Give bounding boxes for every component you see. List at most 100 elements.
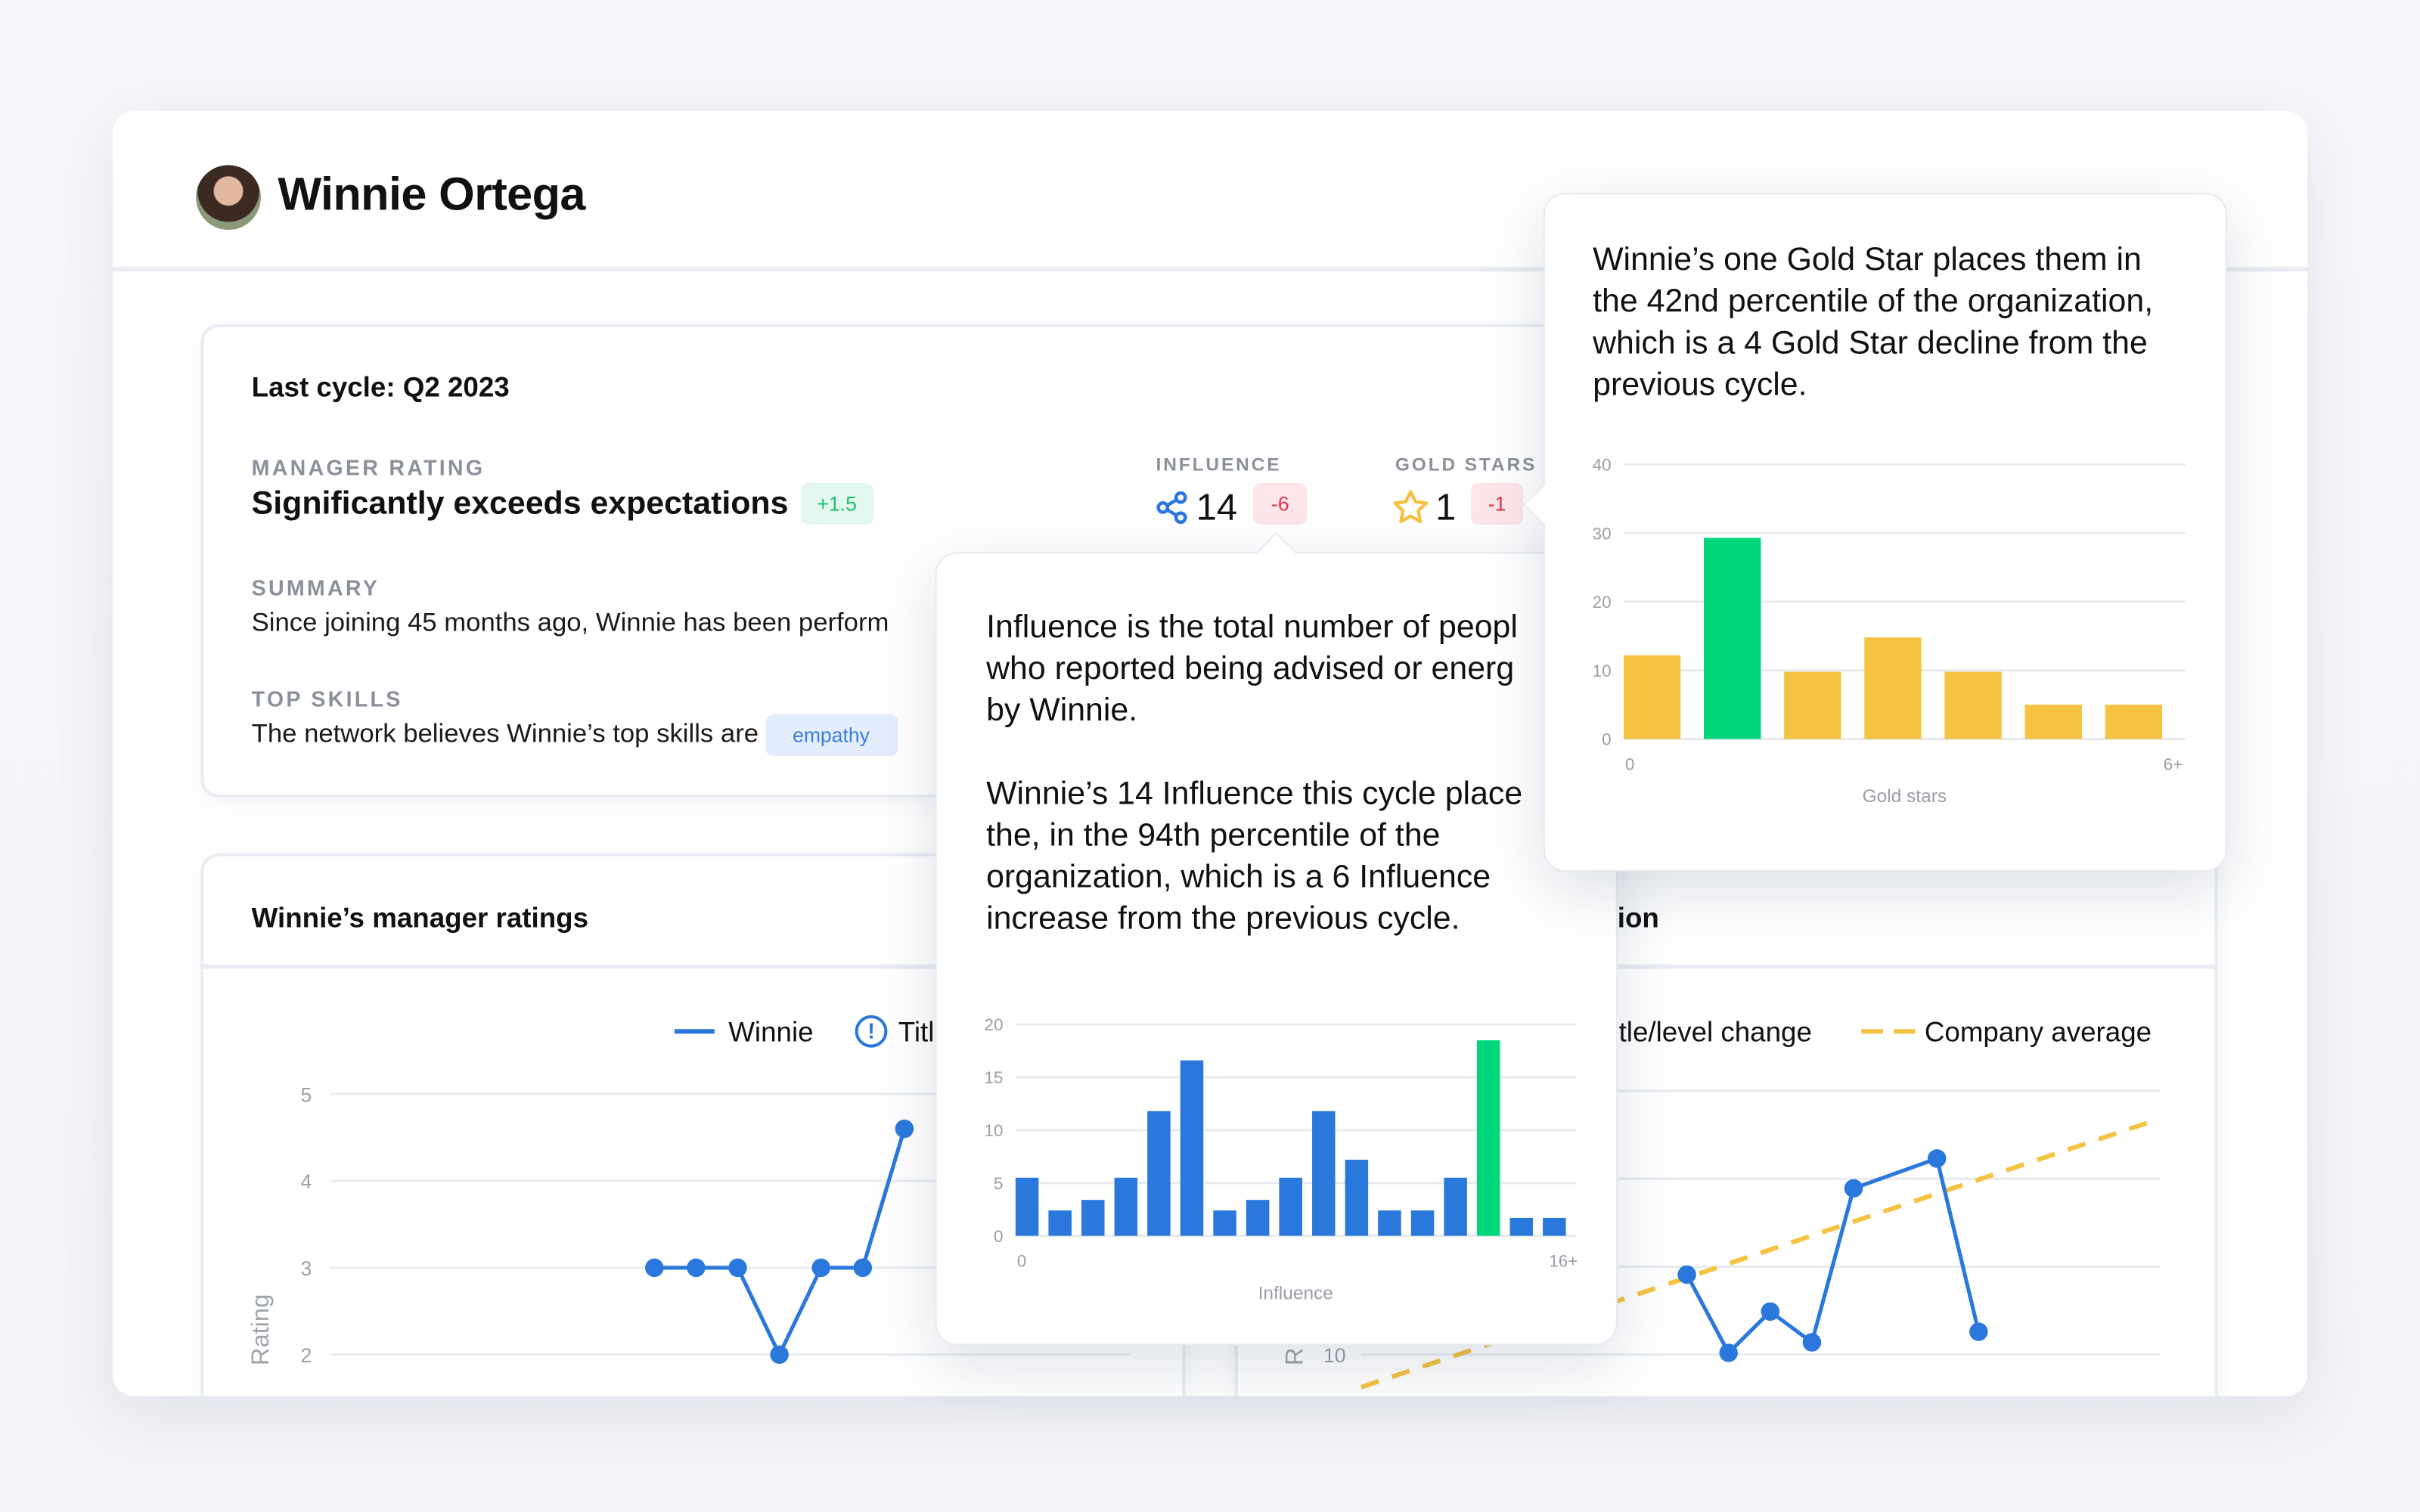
data-point: [895, 1119, 914, 1139]
bar: [1279, 1177, 1302, 1236]
gold-stars-delta-badge: -1: [1470, 482, 1524, 525]
data-point: [1719, 1343, 1738, 1362]
highlighted-bar: [1704, 538, 1761, 739]
y-axis-label: Rating: [246, 1294, 274, 1365]
bar: [1410, 1210, 1435, 1236]
y-tick-label: 5: [994, 1174, 1003, 1193]
bar: [1864, 637, 1922, 739]
gold-stars-value[interactable]: 1: [1435, 487, 1457, 529]
text-line: Influence is the total number of peopl: [986, 609, 1518, 646]
card-title-fragment: ion: [1617, 902, 1659, 934]
bar: [1378, 1210, 1401, 1236]
y-tick-label: 0: [1602, 730, 1611, 749]
legend-winnie: Winnie: [728, 1016, 814, 1048]
bar: [1623, 655, 1681, 739]
gold-stars-label: GOLD STARS: [1395, 453, 1537, 476]
data-point: [1802, 1333, 1822, 1352]
legend-company-average: Company average: [1924, 1016, 2152, 1048]
y-tick-label: 40: [1593, 455, 1612, 474]
bar: [1944, 671, 2002, 739]
legend-winnie-line: [674, 1029, 715, 1034]
y-tick-label: 15: [985, 1068, 1004, 1087]
y-tick-label: 10: [1593, 662, 1612, 680]
exclamation-circle-icon: !: [855, 1015, 888, 1048]
summary-label: SUMMARY: [251, 575, 380, 600]
influence-delta-badge: -6: [1253, 482, 1308, 525]
summary-text: Since joining 45 months ago, Winnie has …: [251, 608, 889, 637]
legend-title-change: Title/level change: [1596, 1016, 1812, 1048]
influence-value[interactable]: 14: [1196, 487, 1238, 529]
x-tick-label: 0: [1625, 754, 1634, 773]
bar: [2024, 705, 2082, 739]
bar: [1180, 1060, 1204, 1236]
y-tick-label: 20: [985, 1015, 1004, 1034]
y-tick-label: 30: [1593, 524, 1612, 543]
y-tick-label: 5: [300, 1083, 312, 1106]
data-point: [770, 1345, 789, 1365]
bar: [1081, 1200, 1105, 1236]
data-point: [687, 1258, 706, 1278]
influence-label: INFLUENCE: [1156, 453, 1282, 476]
profile-name: Winnie Ortega: [278, 169, 585, 221]
manager-rating-row: Significantly exceeds expectations +1.5: [252, 482, 873, 525]
gold-stars-histogram: 0 10 20 30 40 0 6+ Gold stars: [1593, 455, 2186, 807]
highlighted-bar: [1476, 1040, 1500, 1236]
influence-paragraph-1: Influence is the total number of peopl w…: [986, 606, 1542, 731]
gold-stars-popover: Winnie’s one Gold Star places them in th…: [1522, 193, 2227, 872]
y-tick-label: 10: [985, 1121, 1004, 1140]
bar: [1114, 1177, 1138, 1236]
y-tick-label: 2: [300, 1344, 312, 1367]
text-line: previous cycle.: [1593, 367, 1807, 403]
gold-stars-paragraph: Winnie’s one Gold Star places them in th…: [1593, 239, 2218, 405]
bar: [1345, 1160, 1369, 1236]
data-point: [1761, 1302, 1780, 1321]
header-divider: [112, 267, 2307, 272]
manager-rating-label: MANAGER RATING: [251, 455, 486, 480]
data-point: [728, 1258, 747, 1278]
influence-paragraph-2: Winnie’s 14 Influence this cycle place t…: [986, 773, 1542, 939]
data-point: [645, 1258, 664, 1278]
data-point: [1677, 1265, 1696, 1284]
star-icon[interactable]: [1391, 488, 1431, 528]
bar: [1312, 1111, 1336, 1236]
cycle-title: Last cycle: Q2 2023: [251, 371, 510, 403]
top-skills-label: TOP SKILLS: [251, 686, 403, 711]
winnie-line: [1685, 1156, 1981, 1356]
text-line: which is a 4 Gold Star decline from the: [1593, 325, 2148, 361]
bar: [1213, 1210, 1236, 1236]
x-tick-label: 0: [1017, 1251, 1026, 1270]
top-skills-row: The network believes Winnie’s top skills…: [252, 713, 931, 756]
x-tick-label: 6+: [2164, 754, 2183, 773]
bar: [1015, 1177, 1039, 1236]
influence-histogram: 0 5 10 15 20 0 16+ Influence: [985, 1015, 1578, 1303]
text-line: who reported being advised or energ: [986, 651, 1515, 687]
bar: [1543, 1217, 1566, 1236]
x-axis-label: Gold stars: [1863, 786, 1947, 807]
y-tick-label: 3: [300, 1257, 312, 1280]
y-axis-label: R: [1280, 1348, 1308, 1366]
y-tick-label: 20: [1593, 593, 1612, 612]
x-axis-label: Influence: [1258, 1283, 1333, 1303]
card-title: Winnie’s manager ratings: [251, 902, 589, 934]
legend-company-average-dash: [1861, 1029, 1916, 1034]
bar: [2105, 705, 2162, 739]
data-point: [1969, 1322, 1988, 1341]
manager-rating-delta-badge: +1.5: [800, 482, 873, 525]
winnie-line: [654, 1128, 907, 1359]
text-line: Winnie’s one Gold Star places them in: [1593, 242, 2142, 278]
bar: [1048, 1210, 1072, 1236]
text-line: by Winnie.: [986, 692, 1138, 729]
x-tick-label: 16+: [1549, 1251, 1578, 1270]
avatar: [196, 165, 261, 231]
skill-chip-empathy[interactable]: empathy: [765, 713, 898, 755]
bar: [1246, 1200, 1270, 1236]
top-skills-text: The network believes Winnie’s top skills…: [251, 719, 759, 748]
card-divider: [1237, 964, 2218, 969]
share-icon[interactable]: [1156, 491, 1190, 525]
legend-title-change: Title/level change: [898, 1016, 939, 1048]
text-line: Winnie’s 14 Influence this cycle place: [986, 776, 1523, 812]
card-divider: [203, 964, 1186, 969]
text-line: increase from the previous cycle.: [986, 900, 1460, 937]
text-line: the, in the 94th percentile of the: [986, 817, 1441, 854]
